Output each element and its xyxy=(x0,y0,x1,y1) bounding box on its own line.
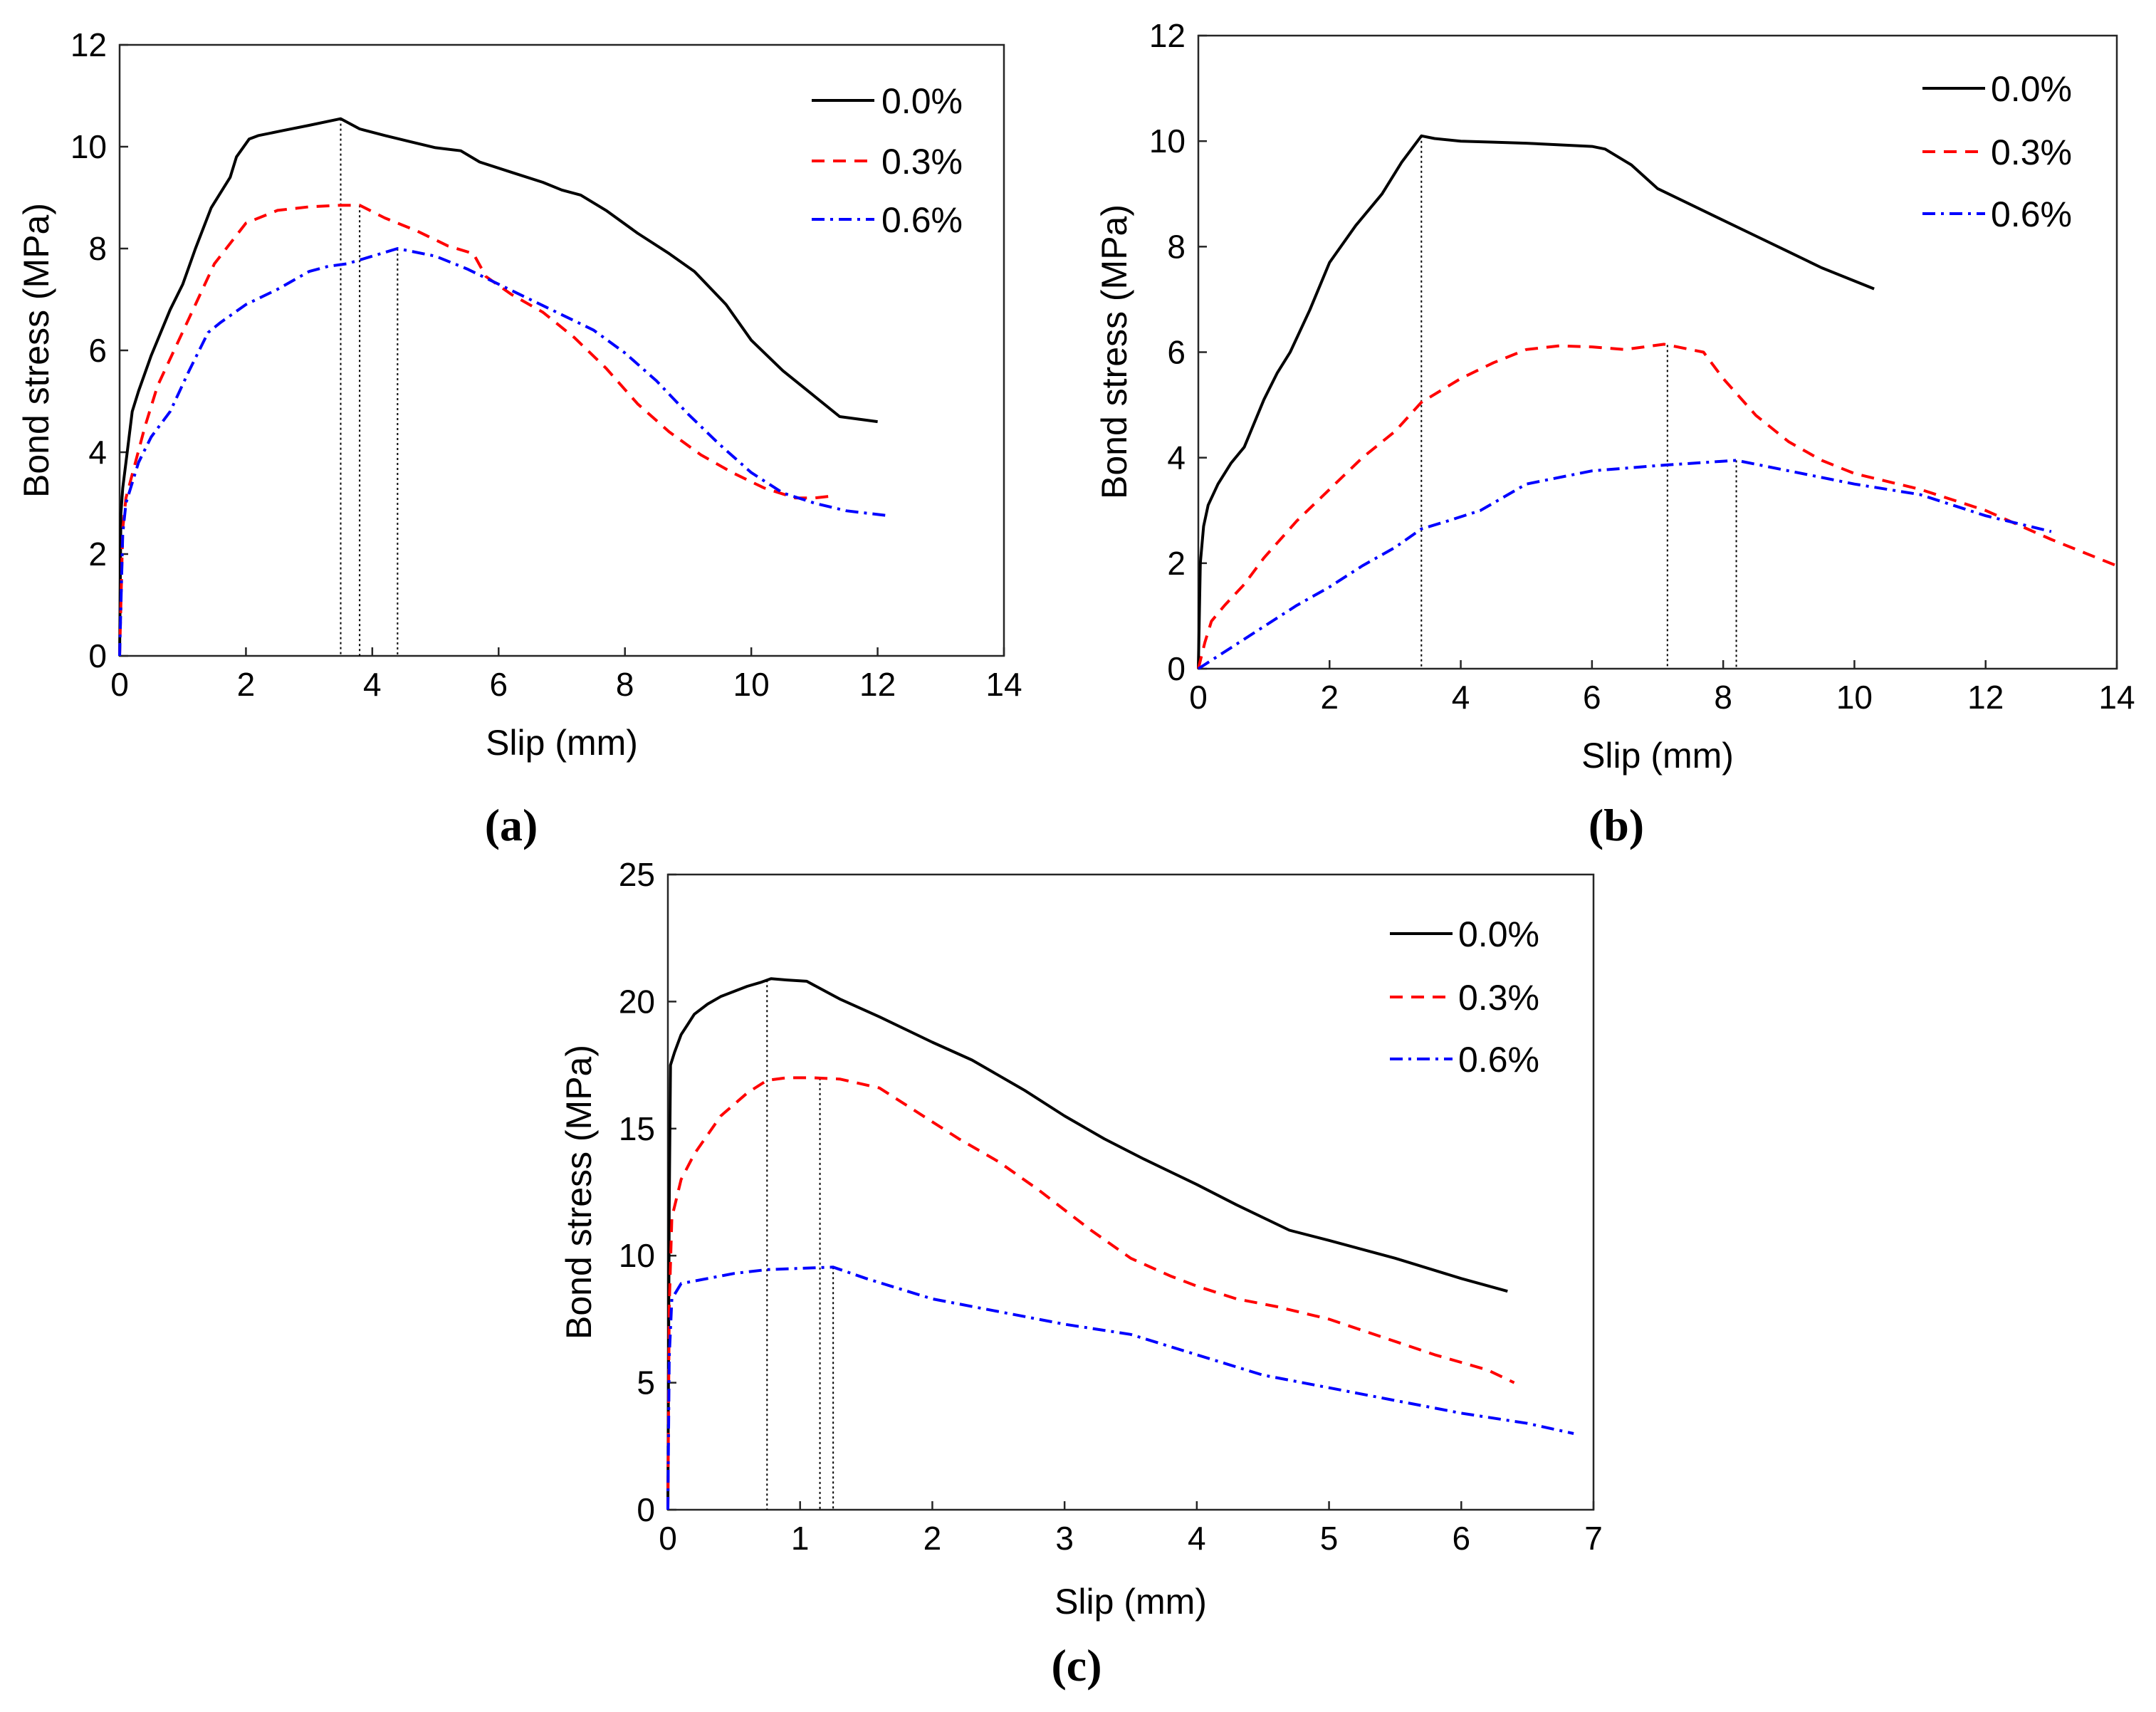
y-tick-label: 6 xyxy=(88,332,107,369)
x-tick-label: 0 xyxy=(1189,679,1208,716)
x-tick-label: 4 xyxy=(1188,1520,1206,1557)
x-tick-label: 2 xyxy=(923,1520,942,1557)
x-tick-label: 6 xyxy=(1452,1520,1470,1557)
y-tick-label: 0 xyxy=(637,1491,655,1528)
series-line-1 xyxy=(1197,343,2118,669)
y-tick-label: 4 xyxy=(1167,439,1186,476)
panel-b: 0 2 4 6 8 10 12 14 0 2 4 6 8 10 12 Slip (mm) Bond stre… xyxy=(1094,17,2135,850)
y-tick-label: 15 xyxy=(619,1110,655,1147)
x-tick-label: 0 xyxy=(110,666,129,703)
axes-box xyxy=(1197,34,2118,670)
y-tick-label: 12 xyxy=(1149,17,1186,54)
series-line-2 xyxy=(118,247,891,657)
series-line-0 xyxy=(1197,134,1875,669)
y-tick-label: 10 xyxy=(70,128,107,165)
axes-box xyxy=(666,873,1595,1511)
series-line-2 xyxy=(1197,459,2052,670)
y-tick-label: 10 xyxy=(619,1237,655,1274)
x-tick-label: 6 xyxy=(1583,679,1601,716)
y-tick-label: 12 xyxy=(70,26,107,63)
legend: 0.0% 0.3% 0.6% xyxy=(812,81,963,240)
panel-a: 0 2 4 6 8 10 12 14 0 2 4 6 8 10 12 Slip (mm) Bond stre… xyxy=(16,26,1022,850)
x-tick-label: 12 xyxy=(859,666,896,703)
x-tick-label: 6 xyxy=(489,666,508,703)
legend-label-2: 0.6% xyxy=(1991,194,2072,234)
x-tick-label: 7 xyxy=(1584,1520,1603,1557)
series-line-2 xyxy=(666,1265,1574,1510)
x-tick-label: 5 xyxy=(1320,1520,1339,1557)
x-tick-label: 4 xyxy=(1452,679,1470,716)
x-tick-label: 12 xyxy=(1967,679,2004,716)
series-line-0 xyxy=(118,117,878,657)
legend-label-2: 0.6% xyxy=(1458,1040,1539,1080)
legend-label-0: 0.0% xyxy=(881,81,963,121)
legend: 0.0% 0.3% 0.6% xyxy=(1390,914,1539,1080)
x-tick-label: 0 xyxy=(659,1520,677,1557)
y-axis-label: Bond stress (MPa) xyxy=(16,203,56,498)
y-axis-label: Bond stress (MPa) xyxy=(1094,204,1134,499)
legend: 0.0% 0.3% 0.6% xyxy=(1922,69,2072,234)
x-axis-label: Slip (mm) xyxy=(1581,736,1734,776)
x-tick-label: 2 xyxy=(237,666,256,703)
legend-label-2: 0.6% xyxy=(881,200,963,240)
panel-c: 0 1 2 3 4 5 6 7 0 5 10 15 20 25 Slip (mm) Bond stress… xyxy=(559,856,1603,1691)
legend-label-0: 0.0% xyxy=(1991,69,2072,109)
y-tick-label: 10 xyxy=(1149,122,1186,160)
y-tick-label: 2 xyxy=(88,536,107,573)
panel-label: (a) xyxy=(485,800,538,850)
y-tick-label: 0 xyxy=(1167,650,1186,687)
legend-label-0: 0.0% xyxy=(1458,914,1539,954)
x-tick-label: 14 xyxy=(985,666,1022,703)
y-tick-label: 8 xyxy=(1167,228,1186,265)
y-tick-label: 5 xyxy=(637,1364,655,1402)
y-tick-label: 8 xyxy=(88,230,107,267)
x-tick-label: 10 xyxy=(733,666,770,703)
x-tick-label: 3 xyxy=(1055,1520,1074,1557)
x-tick-label: 2 xyxy=(1320,679,1339,716)
y-tick-label: 2 xyxy=(1167,545,1186,582)
x-tick-label: 8 xyxy=(1714,679,1732,716)
legend-label-1: 0.3% xyxy=(1991,132,2072,172)
series-line-1 xyxy=(666,1076,1515,1510)
x-axis-label: Slip (mm) xyxy=(1055,1582,1207,1622)
x-axis-label: Slip (mm) xyxy=(486,723,638,763)
panel-label: (c) xyxy=(1051,1640,1101,1691)
x-tick-label: 10 xyxy=(1836,679,1873,716)
series-line-0 xyxy=(666,977,1508,1510)
x-tick-label: 14 xyxy=(2098,679,2135,716)
y-tick-label: 25 xyxy=(619,856,655,893)
x-tick-label: 8 xyxy=(616,666,634,703)
y-tick-label: 4 xyxy=(88,434,107,471)
y-tick-label: 20 xyxy=(619,983,655,1020)
x-tick-label: 4 xyxy=(363,666,382,703)
series-line-1 xyxy=(118,204,837,657)
x-tick-label: 1 xyxy=(791,1520,810,1557)
panel-label: (b) xyxy=(1589,800,1644,850)
y-tick-label: 0 xyxy=(88,637,107,674)
y-tick-label: 6 xyxy=(1167,334,1186,371)
legend-label-1: 0.3% xyxy=(881,142,963,182)
legend-label-1: 0.3% xyxy=(1458,978,1539,1018)
y-axis-label: Bond stress (MPa) xyxy=(559,1045,599,1340)
